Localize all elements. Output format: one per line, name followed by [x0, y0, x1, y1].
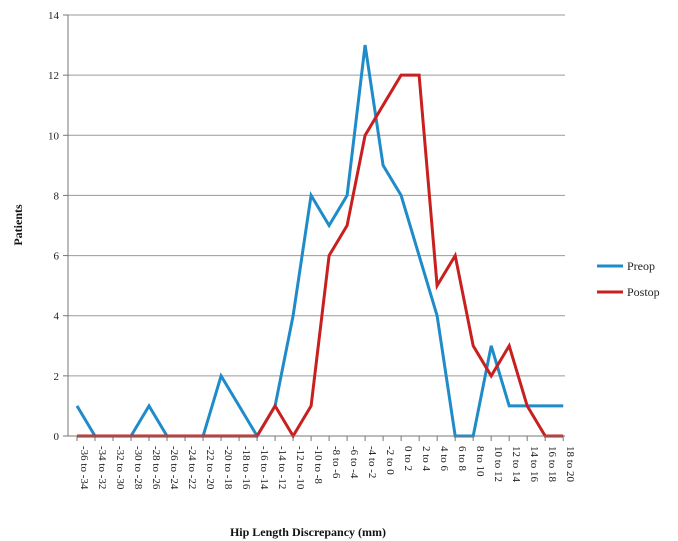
x-tick-label: -12 to -10 — [294, 446, 306, 490]
x-tick-label: -32 to -30 — [114, 446, 126, 490]
x-tick-label: -36 to -34 — [78, 446, 90, 490]
x-tick-label: -8 to -6 — [330, 446, 342, 479]
x-tick-label: 6 to 8 — [456, 446, 468, 472]
x-tick-label: -28 to -26 — [150, 446, 162, 490]
x-tick-label: -20 to -18 — [222, 446, 234, 490]
legend-label-postop: Postop — [627, 285, 660, 299]
y-tick-label: 0 — [54, 431, 60, 443]
series-line-preop — [75, 44, 564, 439]
x-tick-label: -14 to -12 — [276, 446, 288, 489]
y-axis-title: Patients — [11, 204, 25, 246]
x-tick-label: -30 to -28 — [132, 446, 144, 490]
y-axis-ticks: 0 2 4 6 8 10 12 14 — [48, 10, 68, 443]
legend-label-preop: Preop — [627, 259, 655, 273]
x-tick-label: 2 to 4 — [420, 446, 432, 472]
x-tick-label: -24 to -22 — [186, 446, 198, 489]
x-tick-label: -4 to -2 — [366, 446, 378, 478]
x-tick-label: -22 to -20 — [204, 446, 216, 490]
y-tick-label: 2 — [54, 371, 60, 383]
y-tick-label: 8 — [54, 190, 60, 202]
x-tick-label: -34 to -32 — [96, 446, 108, 489]
x-tick-label: -2 to 0 — [384, 446, 396, 475]
x-axis-ticks: -36 to -34 -34 to -32 -32 to -30 -30 to -28… — [76, 436, 576, 490]
x-tick-label: 16 to 18 — [546, 446, 558, 483]
x-tick-label: -16 to -14 — [258, 446, 270, 490]
x-tick-label: -26 to -24 — [168, 446, 180, 490]
y-tick-label: 14 — [48, 10, 60, 22]
x-axis-title: Hip Length Discrepancy (mm) — [230, 525, 386, 539]
x-tick-label: 0 to 2 — [402, 446, 414, 471]
gridlines — [68, 14, 565, 377]
series-lines — [75, 44, 564, 439]
x-tick-label: 10 to 12 — [492, 446, 504, 482]
y-tick-label: 10 — [48, 130, 60, 142]
y-tick-label: 6 — [54, 251, 60, 263]
x-tick-label: 14 to 16 — [528, 446, 540, 483]
x-tick-label: -18 to -16 — [240, 446, 252, 490]
x-tick-label: 8 to 10 — [474, 446, 486, 477]
x-tick-label: -6 to -4 — [348, 446, 360, 479]
x-tick-label: 18 to 20 — [564, 446, 576, 483]
y-tick-label: 4 — [54, 311, 60, 323]
x-tick-label: 12 to 14 — [510, 446, 522, 483]
y-tick-label: 12 — [48, 70, 59, 82]
x-tick-label: -10 to -8 — [312, 446, 324, 484]
x-tick-label: 4 to 6 — [438, 446, 450, 472]
legend: Preop Postop — [597, 259, 660, 299]
